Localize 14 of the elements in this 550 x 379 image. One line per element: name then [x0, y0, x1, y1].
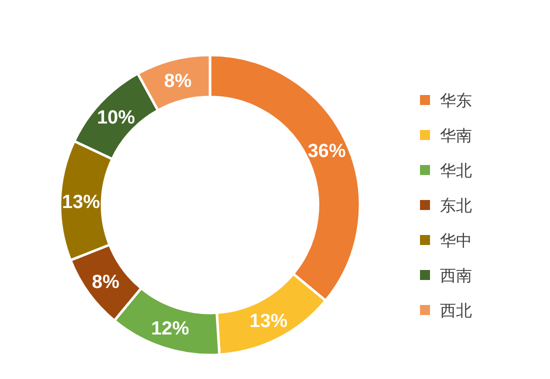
data-label: 8%	[164, 71, 192, 92]
legend-label: 华东	[440, 91, 472, 110]
legend-label: 华北	[440, 161, 472, 180]
legend-label: 东北	[440, 196, 472, 215]
legend-label: 西北	[440, 301, 472, 320]
data-label: 13%	[62, 192, 100, 213]
data-label: 12%	[151, 318, 190, 340]
legend-label: 华南	[440, 126, 472, 145]
data-label: 10%	[96, 108, 136, 129]
data-label: 36%	[308, 141, 346, 162]
data-label: 13%	[250, 310, 288, 332]
legend-label: 华中	[440, 231, 472, 250]
data-label: 8%	[92, 272, 120, 293]
legend-label: 西南	[440, 266, 472, 285]
